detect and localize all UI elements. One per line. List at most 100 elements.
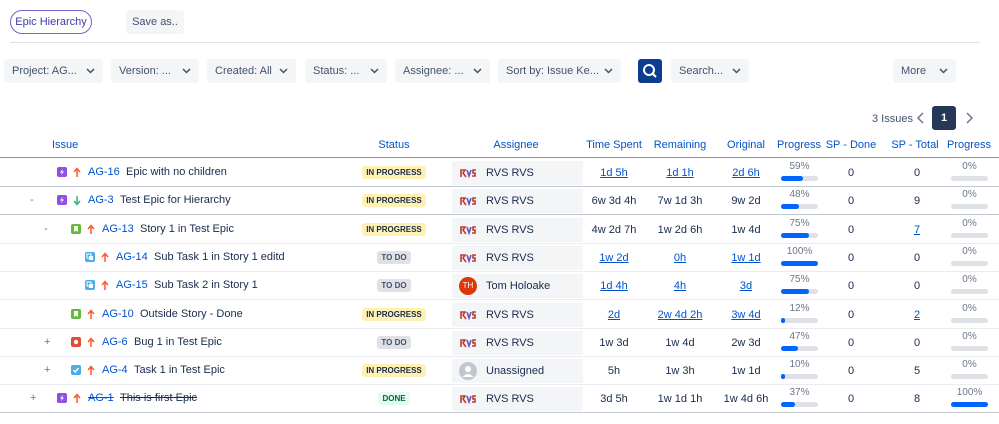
progress-label: 59% [777,161,822,172]
progress-label: 0% [947,274,992,285]
progress-track [781,318,818,323]
issue-key[interactable]: AG-15 [116,279,148,291]
row-toggle[interactable]: - [44,223,48,235]
rvs-logo [459,249,477,267]
row-toggle[interactable]: + [30,392,36,404]
type-icon [57,195,67,205]
prev-page[interactable] [916,112,926,124]
time-original: 1w 1d [706,252,786,264]
progress-track [951,318,988,323]
sp-total: 0 [897,280,937,292]
issue-summary: Sub Task 2 in Story 1 [154,279,258,291]
save-button[interactable]: Save as.. [126,10,184,34]
filter-label: Created: All [215,65,272,77]
issue-key[interactable]: AG-6 [102,336,128,348]
filter-button[interactable]: Status: ... [305,59,387,83]
issue-key[interactable]: AG-1 [88,392,114,404]
time-original: 2d 6h [706,167,786,179]
sp-total: 5 [897,365,937,377]
progress-track [951,176,988,181]
progress-fill [781,374,785,379]
assignee-name: RVS RVS [486,252,534,264]
issue-key[interactable]: AG-10 [102,308,134,320]
time-original: 9w 2d [706,195,786,207]
row-toggle[interactable]: - [30,194,34,206]
progress-fill [781,176,803,181]
progress-track [951,261,988,266]
rvs-logo [459,306,477,324]
priority-icon [87,224,95,238]
view-button[interactable]: Epic Hierarchy [10,10,92,34]
issue-key[interactable]: AG-16 [88,166,120,178]
filter-label: Assignee: ... [403,65,464,77]
status-badge: TO DO [344,336,444,348]
status-badge: TO DO [344,279,444,291]
filter-button[interactable]: Project: AG... [4,59,103,83]
issue-type-icon [57,167,67,180]
type-icon [71,365,81,375]
issue-type-icon [57,393,67,406]
issue-key[interactable]: AG-4 [102,364,128,376]
issue-key[interactable]: AG-13 [102,223,134,235]
sp-done: 0 [831,252,871,264]
row-line [0,214,999,215]
issue-key[interactable]: AG-3 [88,194,114,206]
progress-label: 0% [947,331,992,342]
filter-label: Search... [679,65,723,77]
filter-button[interactable]: More [893,59,956,83]
column-header: Assignee [466,139,566,151]
sp-done: 0 [831,280,871,292]
priority-up [73,393,81,404]
assignee-name: RVS RVS [486,337,534,349]
priority-down [73,195,81,206]
filter-button[interactable]: Version: ... [111,59,199,83]
type-icon [71,337,81,347]
status-badge: IN PROGRESS [344,308,444,320]
filter-button[interactable]: Assignee: ... [395,59,490,83]
issue-summary: Story 1 in Test Epic [140,223,234,235]
issue-key[interactable]: AG-14 [116,251,148,263]
avatar [459,221,477,239]
status-label: TO DO [377,336,410,349]
filter-button[interactable]: Search... [671,59,749,83]
assignee-name: RVS RVS [486,224,534,236]
avatar [459,192,477,210]
row-toggle[interactable]: + [44,364,50,376]
page-button[interactable]: 1 [932,106,956,130]
time-original: 3d [706,280,786,292]
filter-label: More [901,65,926,77]
status-label: IN PROGRESS [362,308,426,321]
row-line [0,271,999,272]
column-header: Progress [919,139,999,151]
priority-up [101,280,109,291]
sp-done: 0 [831,393,871,405]
priority-up [87,224,95,235]
search-icon-button[interactable] [638,59,662,83]
row-line [0,299,999,300]
rvs-logo [459,221,477,239]
progress-track [951,346,988,351]
issue-summary: Sub Task 1 in Story 1 editd [154,251,285,263]
time-original: 2w 3d [706,337,786,349]
chevron [279,68,288,74]
filter-label: Project: AG... [12,65,77,77]
next-page[interactable] [964,112,974,124]
progress-track [781,374,818,379]
unassigned-avatar [459,362,477,380]
chevron [604,68,613,74]
row-toggle[interactable]: + [44,336,50,348]
issue-summary: Outside Story - Done [140,308,243,320]
type-icon [85,252,95,262]
chevron [939,68,948,74]
progress-fill [781,402,795,407]
rvs-logo [459,334,477,352]
filter-button[interactable]: Sort by: Issue Ke... [498,59,621,83]
divider [10,42,980,43]
status-label: IN PROGRESS [362,166,426,179]
row-line [0,412,999,413]
chevron [473,68,482,74]
issue-type-icon [57,195,67,208]
sp-total: 0 [897,252,937,264]
type-icon [57,167,67,177]
filter-button[interactable]: Created: All [207,59,296,83]
